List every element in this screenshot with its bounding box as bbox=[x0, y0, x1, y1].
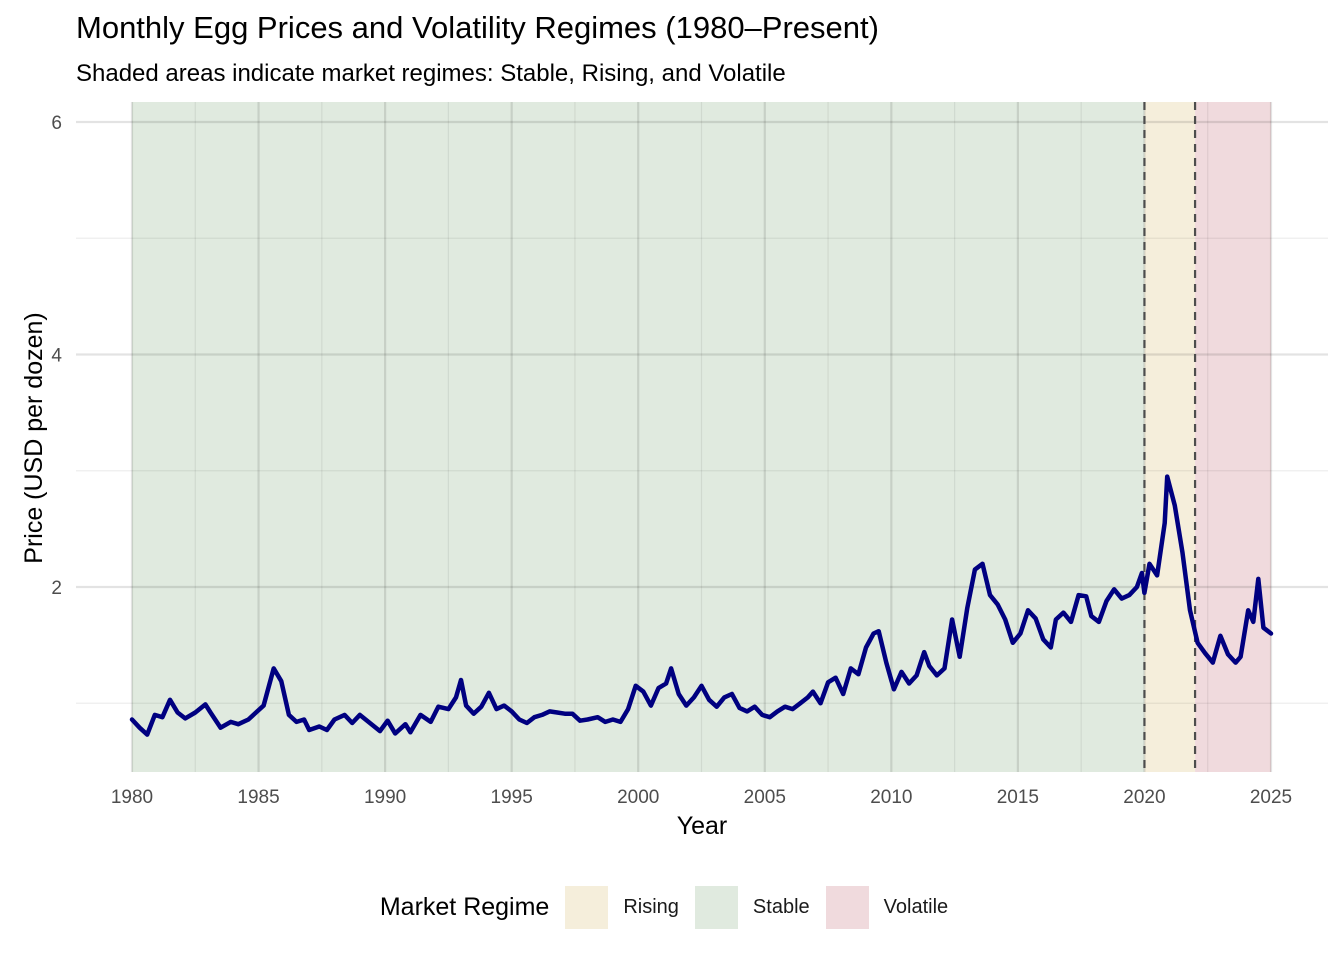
x-tick-label: 1985 bbox=[237, 787, 279, 808]
y-tick-label: 6 bbox=[51, 113, 62, 134]
legend-item-rising: Rising bbox=[565, 886, 679, 929]
legend-title: Market Regime bbox=[379, 893, 550, 921]
legend-key-stable bbox=[694, 886, 738, 929]
regime-band-rising bbox=[1144, 102, 1196, 772]
chart-subtitle: Shaded areas indicate market regimes: St… bbox=[76, 60, 786, 87]
legend-item-stable: Stable bbox=[694, 886, 810, 929]
x-axis-title: Year bbox=[677, 812, 728, 840]
series-layer bbox=[129, 474, 1274, 737]
legend-label-stable: Stable bbox=[752, 896, 810, 918]
series-line-egg-price bbox=[129, 474, 1274, 737]
regime-band-volatile bbox=[1195, 102, 1271, 772]
legend-item-volatile: Volatile bbox=[825, 886, 949, 929]
legend-label-volatile: Volatile bbox=[883, 896, 949, 918]
y-axis-title: Price (USD per dozen) bbox=[20, 312, 48, 563]
x-tick-label: 1980 bbox=[111, 787, 153, 808]
legend-label-rising: Rising bbox=[623, 896, 679, 918]
y-tick-label: 2 bbox=[51, 578, 62, 599]
grid-lines bbox=[76, 102, 1328, 772]
regime-band-stable bbox=[132, 102, 1145, 772]
x-tick-label: 2000 bbox=[617, 787, 659, 808]
legend-key-rising bbox=[565, 886, 609, 929]
chart-title: Monthly Egg Prices and Volatility Regime… bbox=[76, 10, 879, 45]
x-tick-label: 2020 bbox=[1123, 787, 1165, 808]
tick-labels: 1980 1985 1990 1995 2000 2005 2010 2015 2020 2025… bbox=[51, 113, 1292, 808]
legend: Market Regime Rising Stable Volatile bbox=[0, 886, 1344, 929]
legend-key-volatile bbox=[825, 886, 869, 929]
x-tick-label: 1990 bbox=[364, 787, 406, 808]
x-tick-label: 1995 bbox=[491, 787, 533, 808]
y-tick-label: 4 bbox=[51, 346, 62, 367]
x-tick-label: 2015 bbox=[997, 787, 1039, 808]
x-tick-label: 2005 bbox=[744, 787, 786, 808]
x-tick-label: 2025 bbox=[1250, 787, 1292, 808]
x-tick-label: 2010 bbox=[870, 787, 912, 808]
